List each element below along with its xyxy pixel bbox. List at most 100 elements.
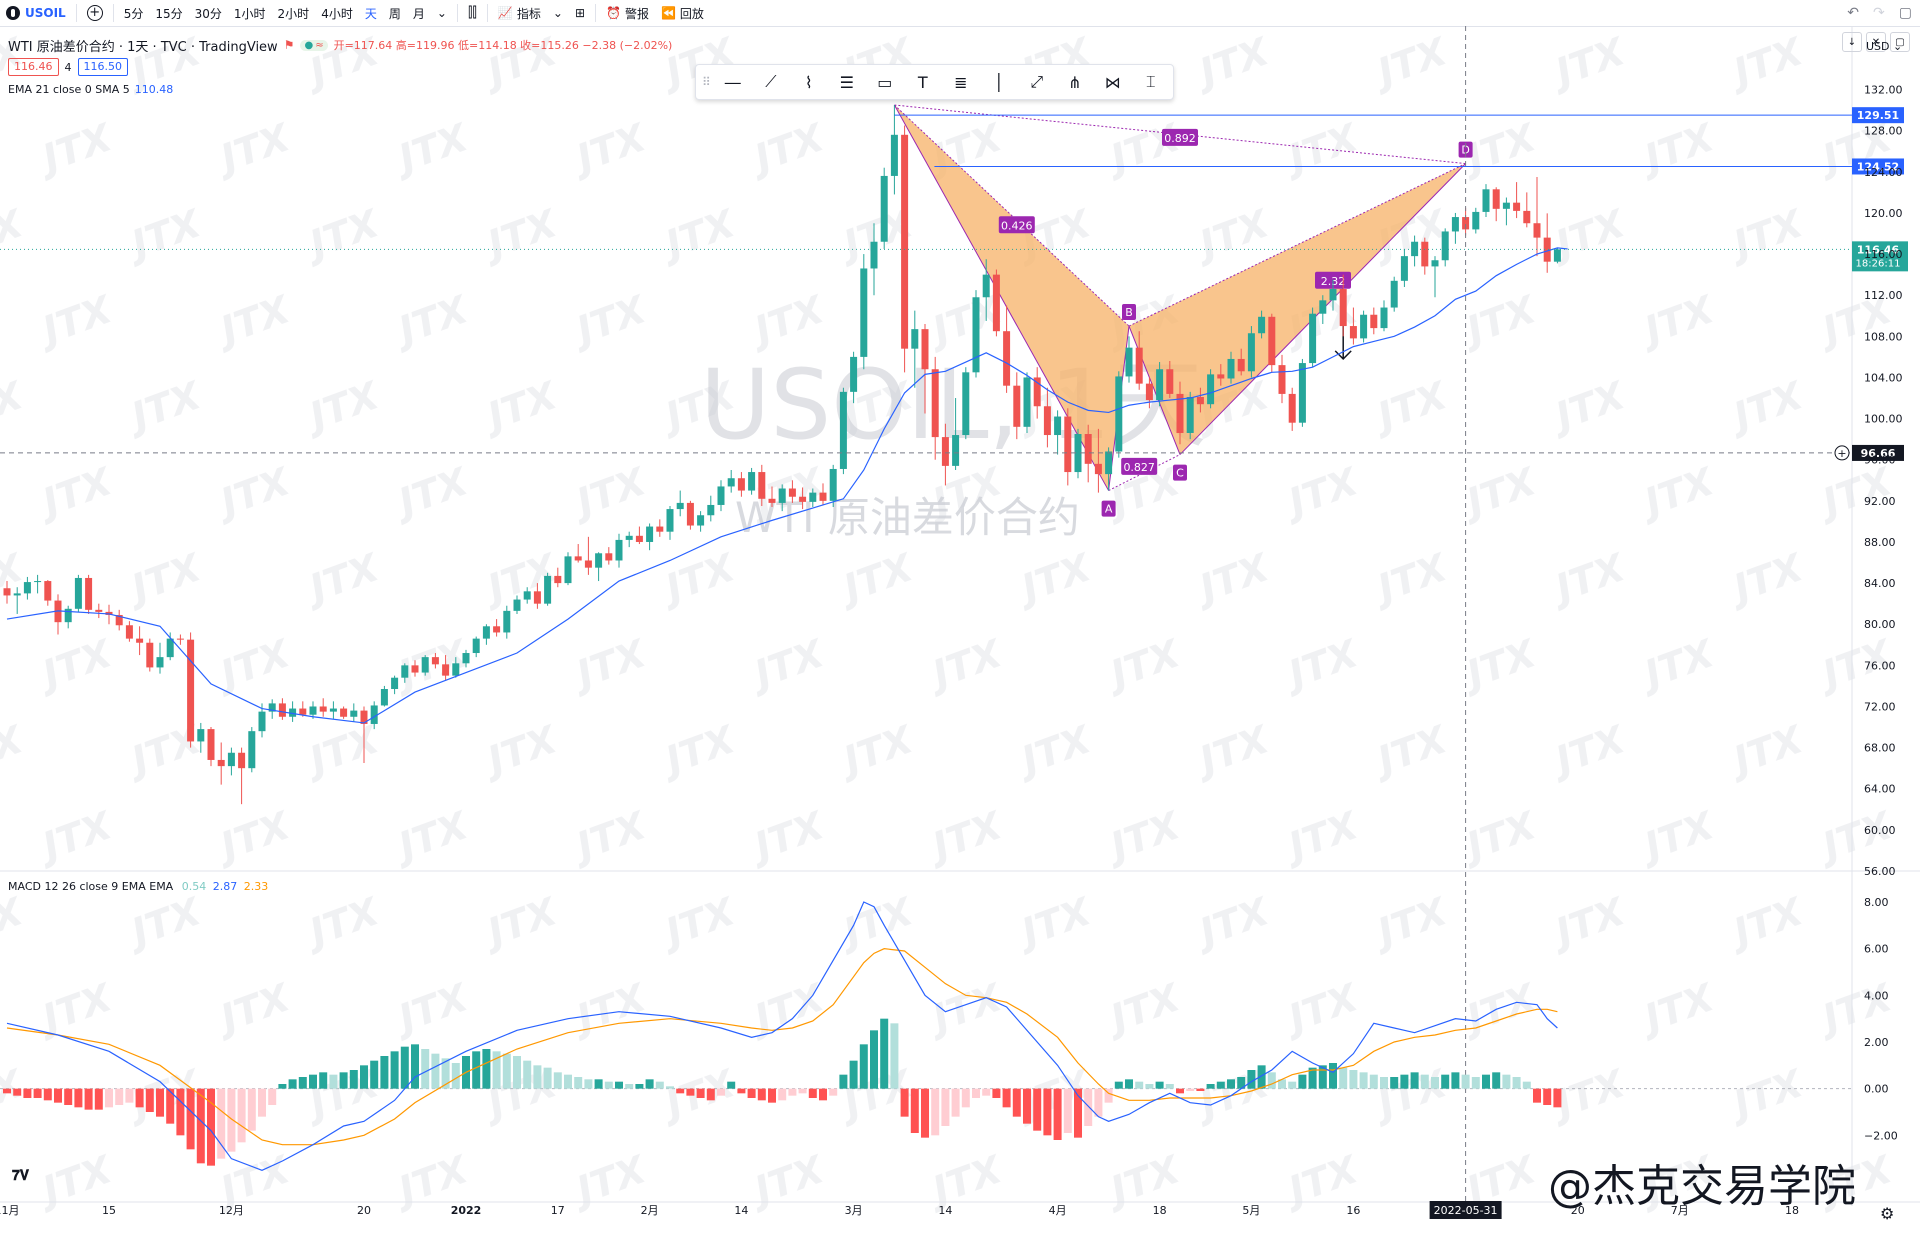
xabcd-pattern-tool-icon[interactable]: ⋈ <box>1104 72 1121 92</box>
macd-histogram-bar-27 <box>278 1084 287 1089</box>
watermark-tile-131: JTX <box>1810 975 1898 1043</box>
layout-button[interactable]: ⊞ <box>569 0 591 26</box>
pattern-point-D-badge[interactable] <box>1458 141 1473 158</box>
candle-body-125 <box>1278 365 1286 394</box>
replay-button[interactable]: ⏪ 回放 <box>655 0 710 26</box>
candle-body-84 <box>860 268 868 357</box>
measure-tool-icon[interactable]: ⌶ <box>1145 72 1156 91</box>
vertical-line-tool-icon[interactable]: │ <box>993 72 1004 92</box>
candle-body-109 <box>1115 376 1123 452</box>
fib-channel-tool-icon[interactable]: ≣ <box>954 72 968 92</box>
watermark-tile-101: JTX <box>386 803 474 871</box>
interval-button-0[interactable]: 5分 <box>123 6 144 21</box>
interval-button-7[interactable]: 周 <box>388 6 401 21</box>
chart-type-button[interactable]: ⫿⫿ <box>462 0 483 26</box>
macd-histogram-bar-102 <box>1043 1088 1052 1136</box>
macd-axis[interactable]: 8.00 6.00 4.00 2.00 0.00 −2.00 <box>1864 896 1898 1142</box>
toolbar-divider <box>456 4 458 22</box>
indicators-button[interactable]: 📈 指标 <box>492 0 547 26</box>
ask-price-box[interactable]: 116.50 <box>77 58 128 76</box>
text-tool-icon[interactable]: T <box>917 72 928 92</box>
candle-body-23 <box>238 752 246 769</box>
top-toolbar: USOIL + 5分 15分 30分 1小时 2小时 4小时天周月 ⌄ ⫿⫿ 📈 指标 ⌄… <box>0 0 1920 27</box>
horizontal-line-tool-icon[interactable]: ― <box>724 72 741 92</box>
macd-histogram-bar-13 <box>135 1088 144 1108</box>
watermark-tile-81: JTX <box>742 631 830 699</box>
pattern-point-B-badge[interactable] <box>1122 304 1136 321</box>
candle-body-73 <box>748 472 756 491</box>
macd-indicator-label[interactable]: MACD 12 26 close 9 EMA EMA <box>8 880 174 893</box>
compare-symbol-button[interactable]: + <box>81 0 109 26</box>
templates-button[interactable]: ⌄ <box>547 0 569 26</box>
candle-body-69 <box>707 504 715 516</box>
interval-button-2[interactable]: 30分 <box>194 6 222 21</box>
ray-tool-icon[interactable]: ⤢ <box>1030 72 1044 91</box>
flag-icon[interactable]: ⚑ <box>283 38 295 52</box>
interval-button-4[interactable]: 2小时 <box>277 6 310 21</box>
candle-body-20 <box>207 729 215 760</box>
interval-button-3[interactable]: 1小时 <box>233 6 266 21</box>
pattern-point-A-label: A <box>1105 503 1113 516</box>
watermark-tile-66: JTX <box>0 545 30 613</box>
macd-histogram-bar-126 <box>1288 1081 1297 1089</box>
interval-button-8[interactable]: 月 <box>412 6 425 21</box>
interval-dropdown-button[interactable]: ⌄ <box>431 0 453 26</box>
pitchfork-tool-icon[interactable]: ⋔ <box>1068 72 1082 92</box>
tradingview-logo[interactable]: 𝟕𝐕 <box>12 1168 30 1184</box>
rectangle-tool-icon[interactable]: ▭ <box>877 72 893 92</box>
time-axis[interactable]: 11月 15 12月 20 2022 17 2月 14 3月 14 4月 18 5月 16 2022-05-… <box>0 1201 1799 1219</box>
pattern-point-C-badge[interactable] <box>1173 464 1187 481</box>
price-tick-17: 64.00 <box>1864 783 1896 796</box>
pattern-ratio-badge-1[interactable] <box>1121 457 1158 475</box>
indicators-icon: 📈 <box>497 6 513 20</box>
macd-histogram-bar-68 <box>696 1088 705 1098</box>
pattern-ratio-badge-3[interactable] <box>1162 128 1198 146</box>
ema-indicator-label[interactable]: EMA 21 close 0 SMA 5 <box>8 82 130 96</box>
undo-icon[interactable]: ↶ <box>1847 5 1860 21</box>
candle-body-48 <box>493 626 501 633</box>
price-tick-3: 120.00 <box>1864 207 1903 220</box>
macd-histogram-bar-129 <box>1318 1065 1327 1089</box>
macd-histogram-bar-125 <box>1278 1079 1286 1089</box>
watermark-tile-107: JTX <box>1454 803 1542 871</box>
watermark-tile-71: JTX <box>831 545 919 613</box>
interval-button-1[interactable]: 15分 <box>155 6 183 21</box>
horizontal-levels[interactable]: 129.51 124.52 116.46 18:26:11 <box>0 107 1908 272</box>
pattern-ratio-label-3: 0.892 <box>1164 132 1196 145</box>
fib-retracement-tool-icon[interactable]: ☰ <box>839 72 854 92</box>
price-axis[interactable]: 132.00 128.00 124.00 120.00 116.00 112.00 108.… <box>1864 84 1903 878</box>
drag-handle-icon[interactable]: ⠿ <box>702 75 711 89</box>
maximize-icon[interactable]: ▢ <box>1890 32 1910 52</box>
pattern-point-D-label: D <box>1461 144 1469 157</box>
candle-body-138 <box>1411 241 1419 257</box>
fullscreen-icon[interactable]: ▢ <box>1898 5 1912 21</box>
collapse-icon[interactable]: ✕ <box>1866 32 1886 52</box>
macd-histogram-bar-54 <box>553 1072 562 1089</box>
bid-price-box[interactable]: 116.46 <box>8 58 59 76</box>
symbol-selector[interactable]: USOIL <box>0 0 72 26</box>
path-tool-icon[interactable]: ⌇ <box>804 72 813 92</box>
last-price-label: 116.46 <box>1857 243 1900 256</box>
currency-selector[interactable]: USD ⌄ <box>1866 40 1903 53</box>
macd-histogram-bar-10 <box>105 1088 113 1108</box>
pattern-ratio-badge-0[interactable] <box>998 216 1035 234</box>
move-down-icon[interactable]: ↓ <box>1842 32 1862 52</box>
watermark-tile-124: JTX <box>564 975 652 1043</box>
interval-button-5[interactable]: 4小时 <box>321 6 353 21</box>
settings-gear-icon[interactable]: ⚙ <box>1880 1204 1895 1223</box>
trend-line-tool-icon[interactable]: ⟋ <box>765 72 777 91</box>
watermark-tile-99: JTX <box>30 803 118 871</box>
macd-line-value: 2.87 <box>212 880 238 893</box>
candle-body-96 <box>982 274 990 298</box>
candle-body-22 <box>227 752 235 767</box>
replay-label: 回放 <box>679 6 704 21</box>
alert-button[interactable]: ⏰ 警报 <box>600 0 655 26</box>
candle-body-0 <box>3 588 11 596</box>
redo-icon[interactable]: ↷ <box>1873 5 1885 21</box>
interval-button-6[interactable]: 天 <box>364 6 377 21</box>
pattern-point-A-badge[interactable] <box>1101 500 1116 517</box>
chart-title[interactable]: WTI 原油差价合约 · 1天 · TVC · TradingView <box>8 39 278 55</box>
macd-histogram-bar-0 <box>3 1088 11 1094</box>
add-alert-plus-icon[interactable] <box>1834 445 1850 461</box>
